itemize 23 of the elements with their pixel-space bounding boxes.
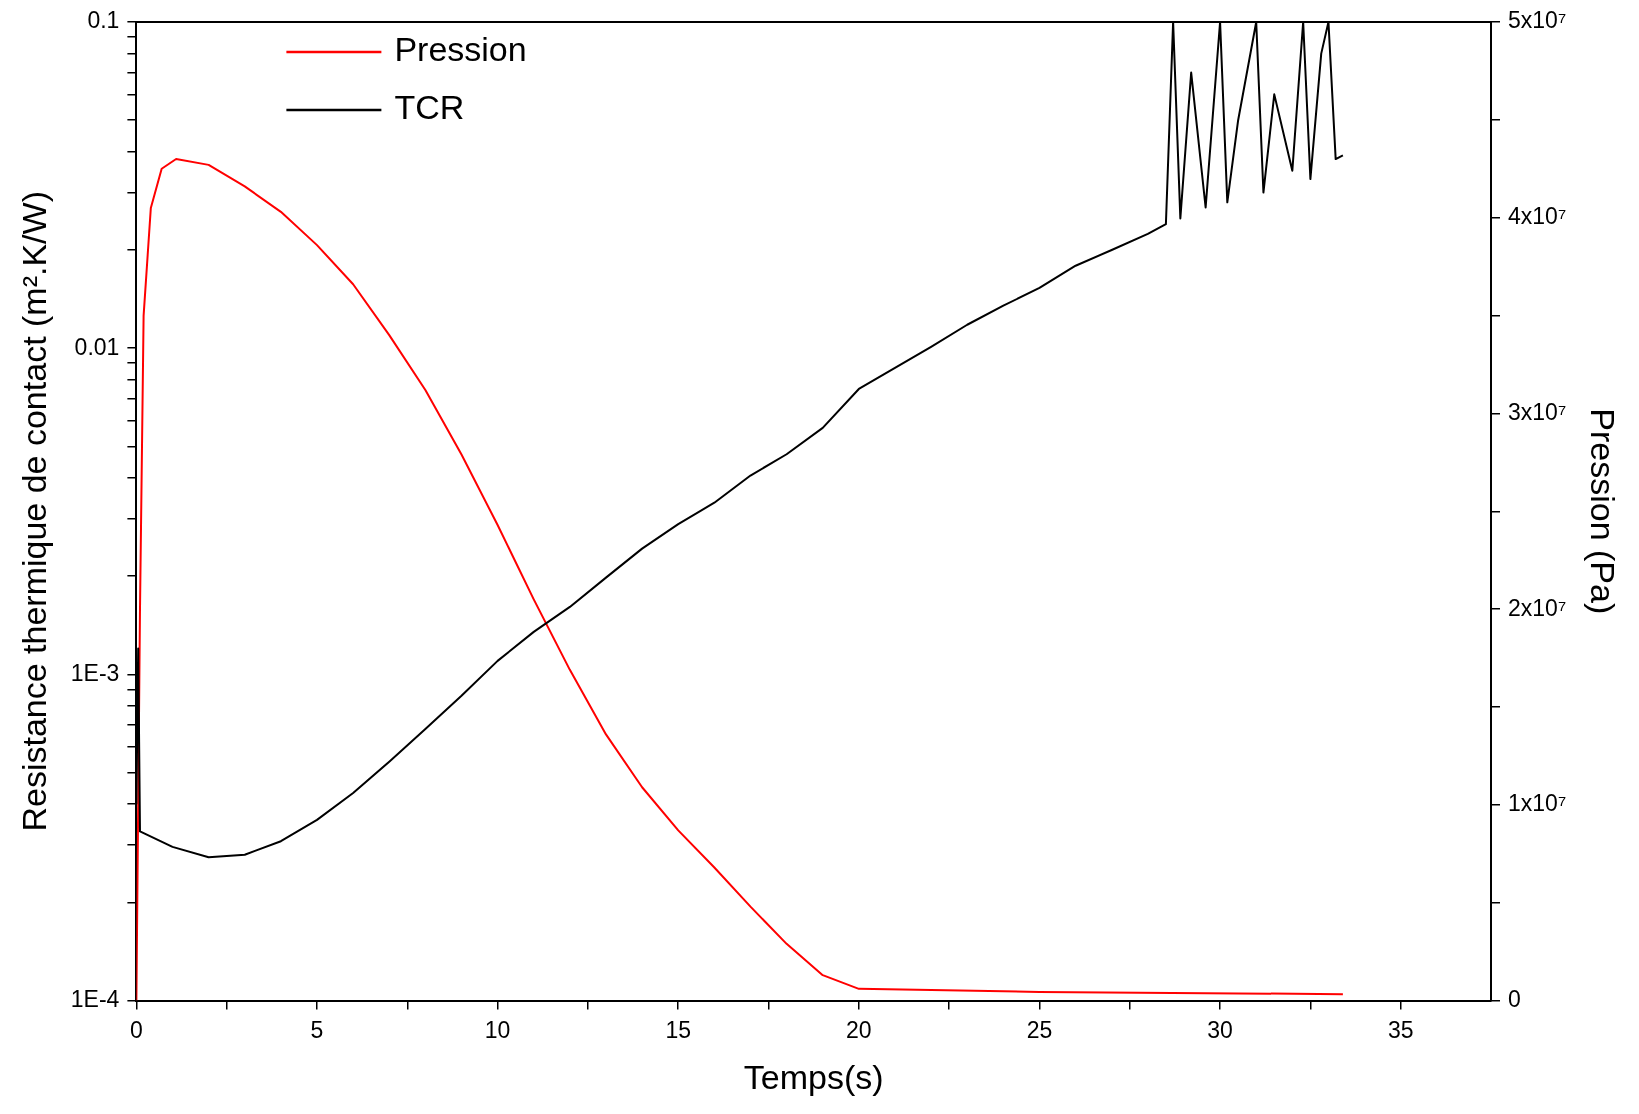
x-tick-label: 25 bbox=[1026, 1016, 1053, 1043]
x-axis-title: Temps(s) bbox=[743, 1057, 884, 1096]
y-tick-label: 1E-4 bbox=[70, 985, 120, 1012]
legend-label: TCR bbox=[394, 88, 465, 127]
y2-tick-label: 0 bbox=[1508, 985, 1521, 1012]
y-tick-label: 1E-3 bbox=[70, 659, 120, 686]
x-tick-label: 15 bbox=[665, 1016, 692, 1043]
x-tick-label: 10 bbox=[484, 1016, 511, 1043]
x-tick-label: 5 bbox=[310, 1016, 324, 1043]
x-tick-label: 30 bbox=[1207, 1016, 1233, 1043]
legend-label: Pression bbox=[394, 30, 527, 69]
y2-tick-label: 2x10⁷ bbox=[1508, 594, 1567, 621]
y-tick-label: 0.1 bbox=[87, 7, 120, 34]
y2-tick-label: 3x10⁷ bbox=[1508, 398, 1567, 425]
x-tick-label: 0 bbox=[129, 1016, 143, 1043]
y2-tick-label: 1x10⁷ bbox=[1508, 790, 1567, 817]
y-tick-label: 0.01 bbox=[74, 333, 120, 360]
y-axis-title: Resistance thermique de contact (m².K/W) bbox=[14, 191, 53, 832]
y2-tick-label: 5x10⁷ bbox=[1508, 7, 1567, 34]
y2-tick-label: 4x10⁷ bbox=[1508, 203, 1567, 230]
x-tick-label: 35 bbox=[1387, 1016, 1414, 1043]
x-tick-label: 20 bbox=[846, 1016, 872, 1043]
y2-axis-title: Pression (Pa) bbox=[1584, 408, 1623, 615]
